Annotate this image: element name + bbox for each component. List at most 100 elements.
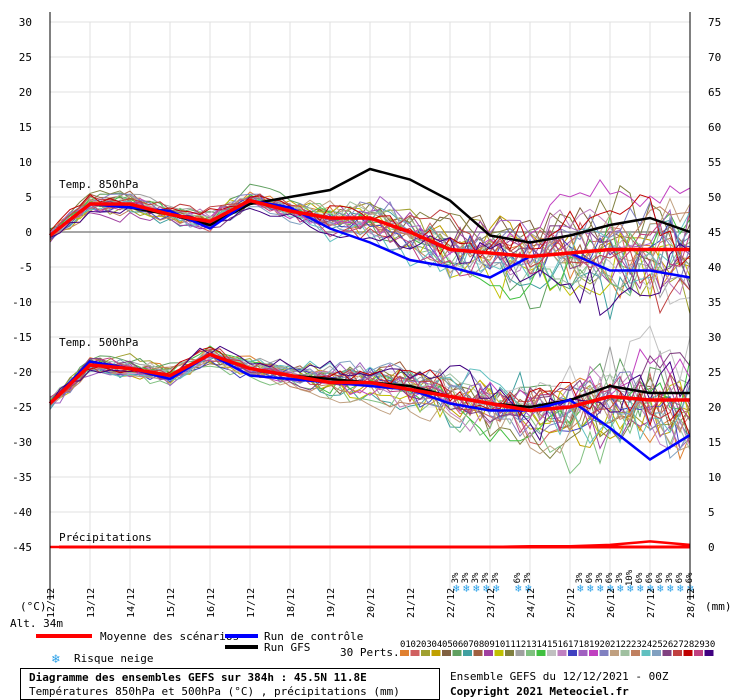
date-tick-label: 18/12 — [286, 588, 297, 618]
pert-legend-label: 14 — [537, 640, 548, 650]
pert-legend-label: 22 — [621, 640, 632, 650]
pert-legend-swatch — [662, 650, 672, 656]
pert-legend-swatch — [452, 650, 462, 656]
right-tick-label: 35 — [708, 296, 721, 309]
right-tick-label: 50 — [708, 191, 721, 204]
pert-legend-label: 28 — [684, 640, 695, 650]
right-tick-label: 70 — [708, 51, 721, 64]
snow-risk-flake-icon: ❄ — [473, 582, 480, 595]
panel-label-precip: Précipitations — [59, 531, 152, 544]
panel-label-500: Temp. 500hPa — [59, 336, 138, 349]
snow-risk-flake-icon: ❄ — [657, 582, 664, 595]
left-tick-label: 0 — [25, 226, 32, 239]
right-tick-label: 55 — [708, 156, 721, 169]
snow-risk-label: 3% — [575, 572, 585, 583]
left-tick-label: -45 — [12, 541, 32, 554]
pert-legend-label: 02 — [411, 640, 422, 650]
pert-legend-swatch — [578, 650, 588, 656]
date-tick-label: 28/12 — [686, 588, 697, 618]
snow-risk-flake-icon: ❄ — [647, 582, 654, 595]
left-tick-label: -40 — [12, 506, 32, 519]
pert-legend-swatch — [536, 650, 546, 656]
date-tick-label: 14/12 — [126, 588, 137, 618]
snow-risk-band: 3%❄3%❄3%❄3%❄3%❄6%❄3%❄3%❄6%❄3%❄6%❄3%❄10%❄… — [451, 569, 695, 595]
left-tick-label: 30 — [19, 16, 32, 29]
date-tick-label: 24/12 — [526, 588, 537, 618]
precip-mean-line — [50, 540, 691, 549]
pert-legend-swatch — [484, 650, 493, 656]
pert-legend-swatch — [473, 650, 483, 656]
snow-risk-label: 6% — [585, 572, 595, 583]
mean-500-line — [48, 352, 690, 413]
snow-risk-flake-icon: ❄ — [515, 582, 522, 595]
date-tick-label: 16/12 — [206, 588, 217, 618]
date-tick-label: 26/12 — [606, 588, 617, 618]
pert-legend-label: 27 — [673, 640, 684, 650]
snow-risk-label: 6% — [645, 572, 655, 583]
mean-850-line — [48, 198, 690, 259]
snow-risk-flake-icon: ❄ — [677, 582, 684, 595]
pert-legend-label: 13 — [526, 640, 537, 650]
pert-legend-label: 18 — [579, 640, 590, 650]
pert-legend-label: 16 — [558, 640, 569, 650]
date-tick-label: 19/12 — [326, 588, 337, 618]
snow-risk-flake-icon: ❄ — [493, 582, 500, 595]
pert-legend-swatch — [463, 650, 472, 656]
snow-risk-label: 6% — [513, 572, 523, 583]
right-tick-label: 60 — [708, 121, 721, 134]
pert-legend-swatch — [673, 650, 682, 656]
pert-legend-swatch — [641, 650, 651, 656]
pert-legend-swatch — [515, 650, 525, 656]
snow-risk-label: 3% — [595, 572, 605, 583]
legend-mean-label: Moyenne des scénarios — [100, 630, 239, 643]
date-tick-label: 17/12 — [246, 588, 257, 618]
footer-run: Ensemble GEFS du 12/12/2021 - 00Z — [450, 670, 669, 683]
right-tick-label: 15 — [708, 436, 721, 449]
snow-risk-flake-icon: ❄ — [597, 582, 604, 595]
control-500-line — [49, 353, 691, 462]
panel-label-850: Temp. 850hPa — [59, 178, 138, 191]
pert-legend-label: 09 — [484, 640, 495, 650]
footer-copyright: Copyright 2021 Meteociel.fr — [450, 685, 629, 698]
pert-legend-label: 04 — [432, 640, 443, 650]
snow-risk-flake-icon: ❄ — [463, 582, 470, 595]
pert-legend-label: 21 — [610, 640, 621, 650]
pert-legend-swatch — [694, 650, 703, 656]
pert-legend-label: 05 — [442, 640, 453, 650]
perturbation-line — [49, 194, 691, 285]
left-tick-label: 5 — [25, 191, 32, 204]
snow-risk-label: 3% — [615, 572, 625, 583]
left-axis-unit: (°C) — [20, 600, 47, 613]
date-tick-label: 15/12 — [166, 588, 177, 618]
legend-snow-label: Risque neige — [74, 652, 153, 665]
grid — [49, 21, 691, 597]
pert-legend-swatch — [589, 650, 598, 656]
pert-legend-swatch — [631, 650, 640, 656]
legend-control-label: Run de contrôle — [264, 630, 363, 643]
snow-risk-label: 3% — [471, 572, 481, 583]
snow-risk-label: 3% — [523, 572, 533, 583]
right-tick-label: 5 — [708, 506, 715, 519]
right-tick-label: 25 — [708, 366, 721, 379]
snow-risk-flake-icon: ❄ — [525, 582, 532, 595]
pert-legend-label: 20 — [600, 640, 611, 650]
pert-legend-swatch — [410, 650, 420, 656]
pert-legend-swatch — [610, 650, 619, 656]
snow-risk-label: 3% — [491, 572, 501, 583]
left-tick-label: 20 — [19, 86, 32, 99]
right-tick-label: 40 — [708, 261, 721, 274]
snow-risk-flake-icon: ❄ — [577, 582, 584, 595]
left-tick-label: -10 — [12, 296, 32, 309]
perturbation-line — [49, 193, 691, 299]
snow-risk-flake-icon: ❄ — [667, 582, 674, 595]
left-tick-label: -35 — [12, 471, 32, 484]
pert-legend-label: 24 — [642, 640, 653, 650]
right-tick-label: 30 — [708, 331, 721, 344]
pert-legend-label: 01 — [400, 640, 411, 650]
pert-legend-label: 29 — [694, 640, 705, 650]
pert-legend-label: 06 — [453, 640, 464, 650]
pert-legend-swatch — [505, 650, 514, 656]
date-tick-label: 21/12 — [406, 588, 417, 618]
snow-risk-label: 3% — [461, 572, 471, 583]
